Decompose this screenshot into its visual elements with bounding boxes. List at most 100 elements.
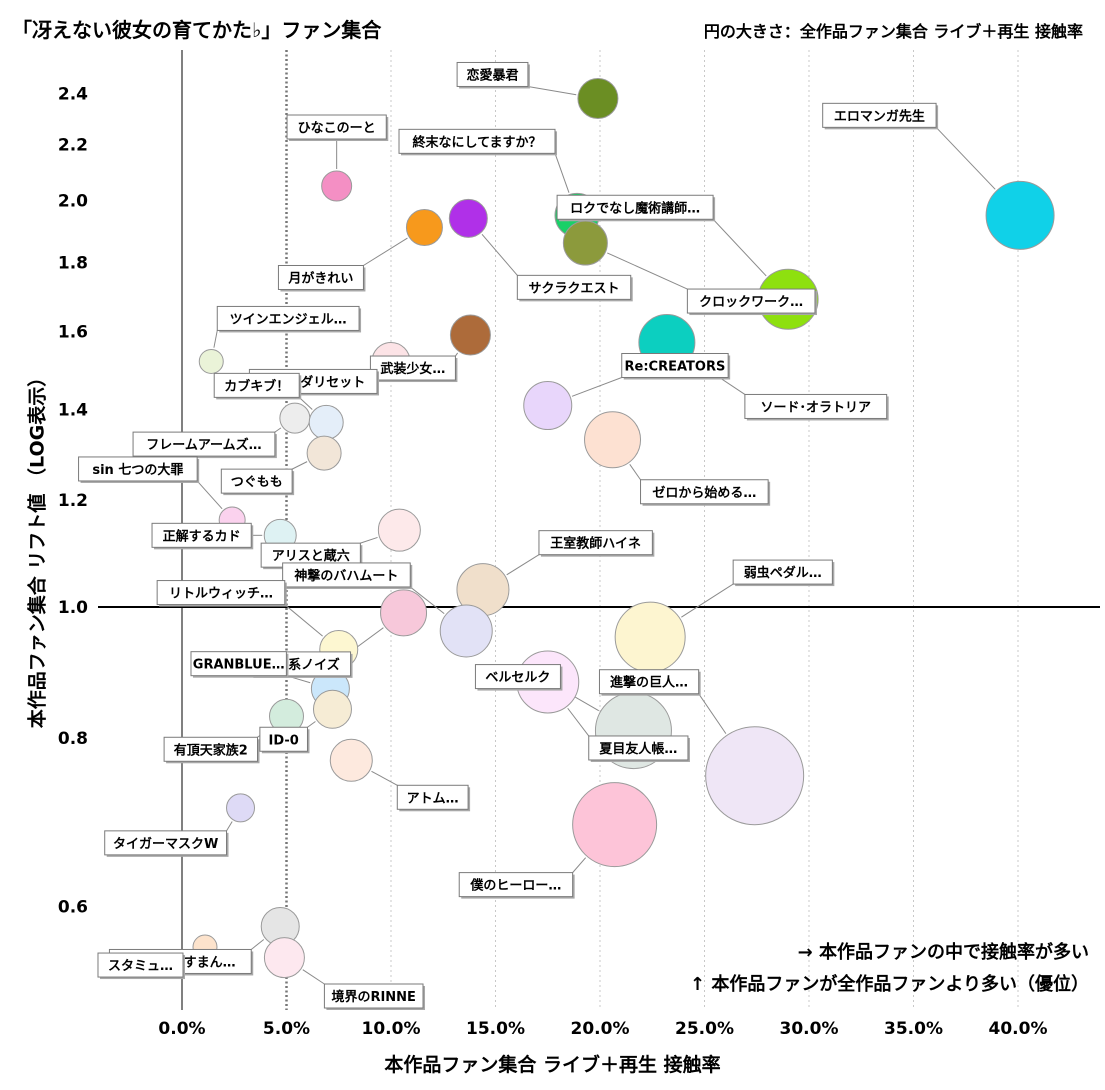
bubble [562,220,608,266]
y-tick-label: 2.4 [58,85,88,105]
y-tick-label: 2.2 [58,136,88,156]
bubble-label: クロックワーク… [686,288,817,316]
bubble-label: 恋愛暴君 [456,61,530,89]
x-axis-ticks: 0.0% 5.0% 10.0% 15.0% 20.0% 25.0% 30.0% 35.0% 40… [158,1019,1047,1039]
x-tick-label: 15.0% [466,1019,525,1039]
bubble-label-text: アトム… [407,791,459,806]
bubble-label: 月がきれい [277,264,366,292]
bubble-label: ソード･オラトリア [744,393,889,421]
label-box [213,372,300,398]
y-tick-label: 1.0 [58,598,88,618]
label-box [277,264,364,290]
bubble [405,208,443,246]
chart-title: 「冴えない彼女の育てかた♭」ファン集合 [12,18,382,42]
bubble-label-text: つぐもも [231,475,283,490]
y-tick-label: 2.0 [58,191,88,211]
y-tick-label: 0.8 [58,729,88,749]
bubble-label: フレームアームズ… [132,431,277,459]
label-box [456,61,529,87]
leader-line [363,237,408,266]
label-box [282,562,411,588]
leader-line [307,721,316,728]
x-tick-label: 0.0% [158,1019,205,1039]
label-box [640,479,769,505]
bubble-label-text: sin 七つの大罪 [92,462,183,478]
label-box [78,456,198,482]
label-box [474,664,561,690]
bubble-label: 武装少女… [369,355,458,383]
leader-line [302,969,325,985]
label-box [398,128,556,154]
bubble-label: ゼロから始める… [640,479,771,506]
bubble-label-text: 僕のヒーロー… [469,878,561,894]
leader-line [571,377,622,397]
bubble-label-text: 神撃のバハムート [294,568,398,584]
leader-line [481,233,518,276]
note-contact-rate: → 本作品ファンの中で接触率が多い [797,942,1089,963]
bubble-label-text: GRANBLUE… [193,658,285,673]
chart-subtitle: 円の大きさ：全作品ファン集合 ライブ＋再生 接触率 [703,22,1083,41]
bubble-label-text: タイガーマスクW [113,837,218,852]
bubble-label-text: ツインエンジェル… [230,312,347,327]
bubble-label-text: 武装少女… [380,361,445,377]
leader-line [409,586,445,615]
bubble [321,170,353,202]
label-box [156,580,286,606]
bubble-label-text: ソード･オラトリア [761,400,872,415]
bubble [380,589,428,637]
leader-line [712,218,767,277]
label-box [538,530,653,556]
leader-line [250,939,265,950]
vertical-gridlines [390,50,1019,1010]
bubble-label-text: ゼロから始める… [652,485,756,501]
leader-line [360,536,378,544]
label-box [220,468,293,494]
label-box [132,431,276,457]
bubble [279,402,311,434]
bubble [263,937,305,979]
bubble-label-text: スタミュ… [108,959,173,974]
y-tick-label: 1.8 [58,253,88,273]
leader-line [274,427,282,433]
bubble-label: アトム… [396,784,471,812]
bubble [705,726,805,826]
bubble [198,348,224,374]
bubble-label: 境界のRINNE [323,983,426,1010]
bubble-label-text: カブキブ！ [224,378,289,394]
y-tick-label: 1.4 [58,401,88,421]
label-box [516,274,632,300]
bubble-label: スタミュ… [97,952,185,980]
label-box [286,114,387,140]
label-box [556,194,714,220]
bubble-label-text: ひなこのーと [298,121,376,136]
x-tick-label: 25.0% [675,1019,734,1039]
y-axis-ticks: 0.6 0.8 1.0 1.2 1.4 1.6 1.8 2.0 2.2 2.4 [58,85,88,918]
bubble-label-text: 恋愛暴君 [467,67,519,83]
leader-line [196,480,223,510]
bubble-label: 夏目友人帳… [588,735,690,762]
label-box [190,651,287,677]
bubble [226,793,256,823]
bubble-label-text: 進撃の巨人… [610,675,688,691]
bubble-label: Re:CREATORS [621,352,731,380]
label-box [588,735,689,761]
bubble-label-text: ベルセルク [485,671,550,686]
bubble [329,738,373,782]
bubble-label: 王室教師ハイネ [538,530,655,557]
y-axis-title: 本作品ファン集合 リフト値 （LOG表示） [26,367,49,729]
bubble-label-text: 終末なにしてますか？ [413,134,542,150]
leader-line [298,397,313,410]
bubble-label-text: 夏目友人帳… [598,741,677,757]
leader-line [527,85,577,96]
y-tick-label: 1.2 [58,491,88,511]
bubble-label: サクラクエスト [516,274,633,302]
bubble [312,689,352,729]
label-box [259,726,308,752]
x-tick-label: 5.0% [263,1019,310,1039]
bubble-label-text: 弱虫ペダル… [744,565,822,581]
bubble [523,380,573,430]
bubble [572,782,658,868]
bubble-label: 僕のヒーロー… [458,872,575,899]
